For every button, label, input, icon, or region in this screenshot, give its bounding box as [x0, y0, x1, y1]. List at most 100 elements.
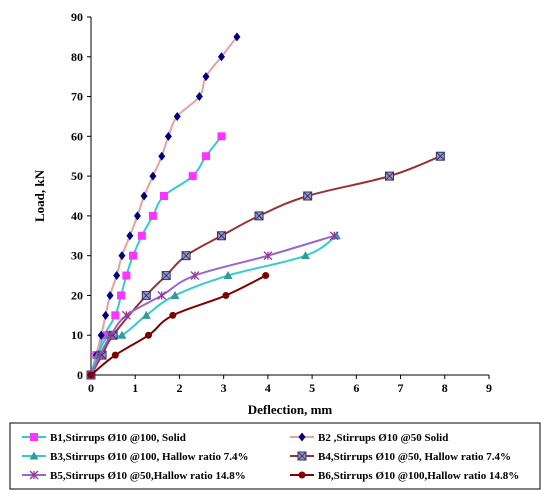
data-point: [217, 132, 226, 141]
data-point: [87, 371, 95, 379]
data-point: [129, 251, 138, 260]
legend-item: B2 ,Stirrups Ø10 @50 Solid: [290, 432, 448, 444]
data-point: [106, 290, 114, 300]
y-tick-label: 10: [71, 328, 83, 342]
series-4: [86, 151, 445, 380]
data-point: [217, 52, 225, 62]
data-point: [188, 172, 197, 181]
legend-label: B4,Stirrups Ø10 @50, Hallow ratio 7.4%: [318, 451, 511, 463]
data-point: [298, 471, 306, 479]
legend-item: B3,Stirrups Ø10 @100, Hallow ratio 7.4%: [22, 451, 248, 463]
data-point: [29, 470, 39, 480]
data-point: [29, 451, 39, 460]
x-tick-label: 0: [88, 381, 94, 395]
data-point: [190, 271, 200, 281]
y-tick-label: 50: [71, 169, 83, 183]
data-point: [303, 191, 313, 201]
x-tick-label: 4: [265, 381, 271, 395]
x-tick-label: 3: [221, 381, 227, 395]
y-tick-label: 20: [71, 288, 83, 302]
plot-area: [86, 32, 445, 380]
data-point: [254, 211, 264, 221]
axes: 0 10 20 30 40 50 60 70 80 90 0 1 2 3 4 5 6 7 8 9: [71, 10, 492, 395]
data-point: [30, 433, 38, 441]
data-point: [113, 271, 121, 281]
legend-item: B5,Stirrups Ø10 @50,Hallow ratio 14.8%: [22, 470, 246, 482]
data-point: [111, 311, 120, 320]
data-point: [385, 171, 394, 181]
data-point: [102, 310, 110, 320]
series-6: [87, 272, 270, 379]
data-point: [233, 32, 241, 42]
data-point: [298, 432, 306, 442]
data-point: [181, 251, 191, 261]
legend-item: B1,Stirrups Ø10 @100, Solid: [22, 432, 186, 444]
data-point: [111, 351, 119, 359]
data-point: [170, 290, 180, 299]
data-point: [195, 92, 203, 102]
data-point: [137, 231, 146, 240]
y-tick-label: 0: [77, 368, 83, 382]
data-point: [173, 111, 181, 121]
y-axis-title: Load, kN: [32, 169, 47, 222]
x-tick-label: 7: [398, 381, 404, 395]
data-point: [263, 251, 273, 261]
data-point: [144, 331, 152, 339]
data-point: [141, 290, 151, 300]
data-point: [223, 271, 233, 280]
x-tick-label: 5: [309, 381, 315, 395]
y-tick-label: 90: [71, 10, 83, 24]
legend-label: B1,Stirrups Ø10 @100, Solid: [50, 432, 186, 444]
data-point: [201, 152, 210, 161]
x-tick-label: 8: [442, 381, 448, 395]
data-point: [169, 311, 177, 319]
data-point: [149, 171, 157, 181]
data-point: [202, 72, 210, 82]
data-point: [133, 211, 141, 221]
data-point: [297, 451, 307, 461]
data-point: [157, 290, 167, 300]
x-tick-label: 1: [132, 381, 138, 395]
legend-box: [9, 422, 541, 490]
x-tick-label: 9: [486, 381, 492, 395]
y-tick-label: 30: [71, 249, 83, 263]
data-point: [95, 350, 105, 360]
x-tick-label: 6: [353, 381, 359, 395]
legend-label: B3,Stirrups Ø10 @100, Hallow ratio 7.4%: [50, 451, 248, 463]
data-point: [161, 271, 171, 281]
data-point: [121, 310, 131, 320]
data-point: [329, 231, 339, 241]
data-point: [118, 251, 126, 261]
data-point: [216, 231, 226, 241]
data-point: [262, 272, 270, 280]
legend-item: B4,Stirrups Ø10 @50, Hallow ratio 7.4%: [290, 451, 511, 463]
data-point: [97, 330, 105, 340]
data-point: [140, 191, 148, 201]
data-point: [141, 310, 151, 319]
data-point: [122, 271, 131, 280]
series-5: [86, 231, 339, 380]
legend-label: B2 ,Stirrups Ø10 @50 Solid: [318, 432, 448, 444]
data-point: [106, 330, 116, 340]
x-axis-title: Deflection, mm: [248, 402, 333, 417]
y-tick-label: 80: [71, 50, 83, 64]
data-point: [148, 211, 157, 220]
data-point: [159, 192, 168, 200]
data-point: [435, 151, 445, 161]
data-point: [117, 330, 127, 339]
data-point: [164, 131, 172, 141]
y-tick-label: 60: [71, 129, 83, 143]
legend-item: B6,Stirrups Ø10 @100,Hallow ratio 14.8%: [290, 470, 519, 482]
data-point: [117, 291, 126, 300]
legend-label: B6,Stirrups Ø10 @100,Hallow ratio 14.8%: [318, 470, 519, 482]
data-point: [300, 251, 310, 260]
data-point: [126, 231, 134, 241]
y-tick-label: 40: [71, 209, 83, 223]
data-point: [158, 151, 166, 161]
x-tick-label: 2: [176, 381, 182, 395]
legend-label: B5,Stirrups Ø10 @50,Hallow ratio 14.8%: [50, 470, 246, 482]
data-point: [222, 291, 230, 299]
